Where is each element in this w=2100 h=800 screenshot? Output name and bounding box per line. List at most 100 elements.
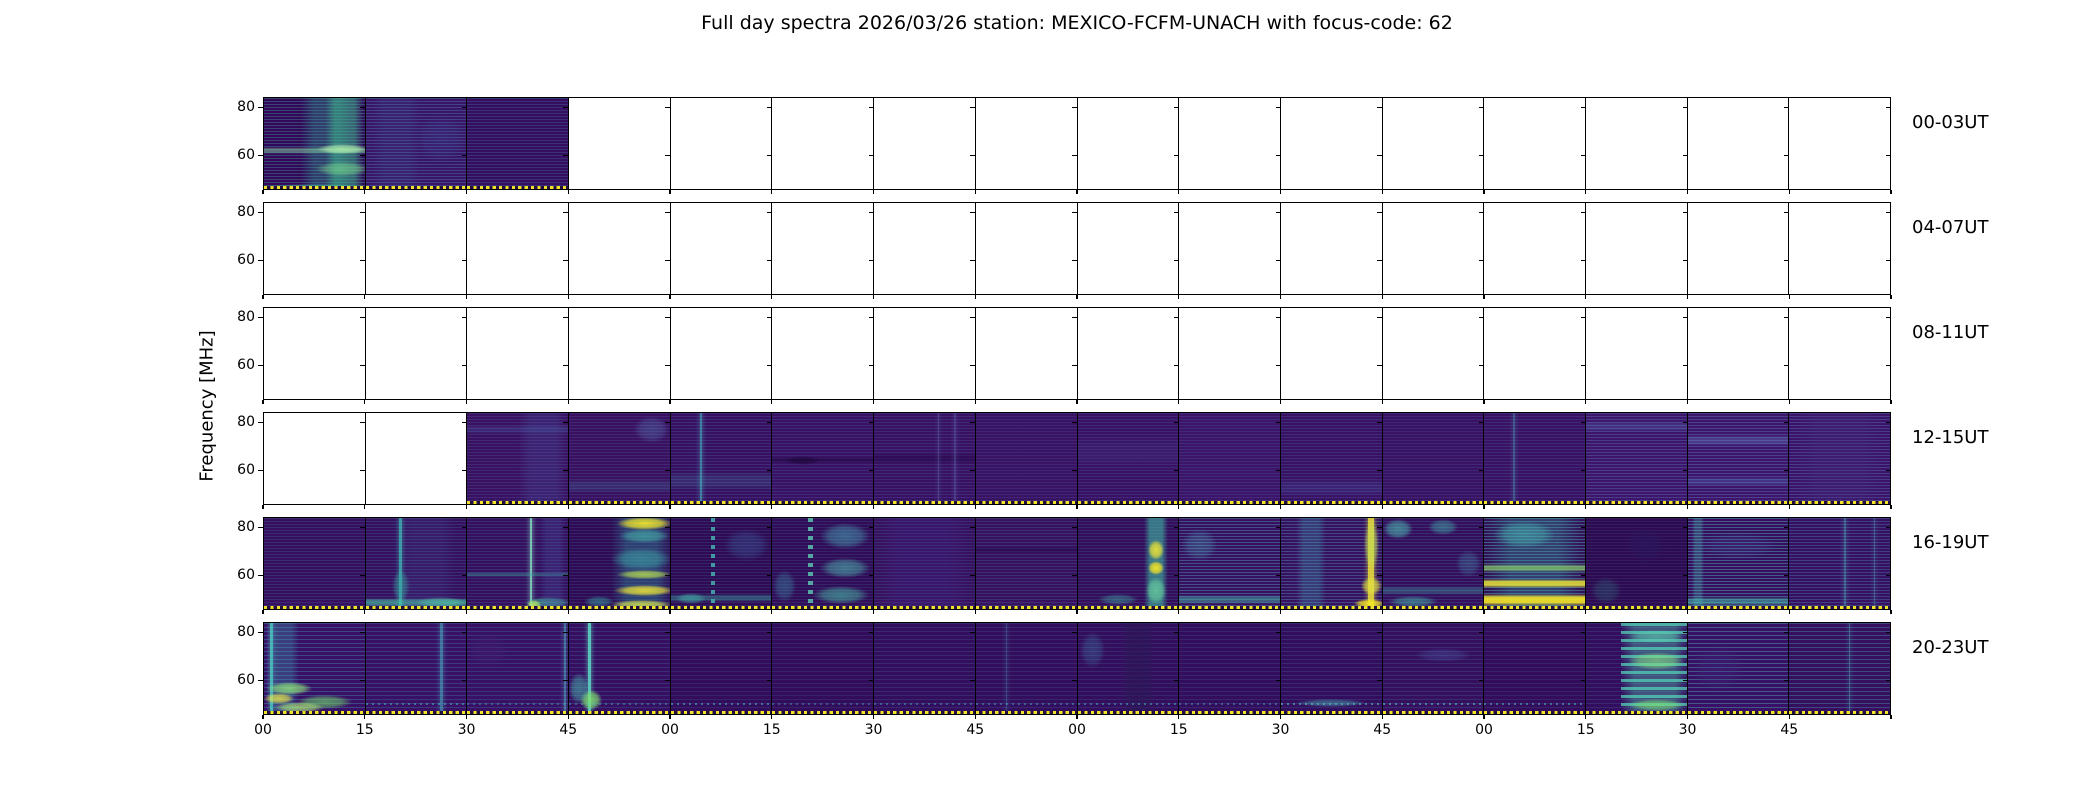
x-axis-tick (1890, 505, 1892, 509)
x-axis-tick (1788, 505, 1790, 509)
y-axis-tick (359, 212, 365, 214)
x-axis-tick (465, 610, 468, 614)
spectrogram-feature-dl (1179, 703, 1280, 706)
x-axis-tick (1686, 505, 1689, 509)
y-axis-tick (1886, 632, 1891, 634)
x-axis-tick (669, 190, 671, 194)
spectrogram-feature-bd (1484, 563, 1585, 573)
y-axis-tick (970, 155, 976, 157)
y-axis-tick (1682, 422, 1688, 424)
spectrogram-feature-vl (564, 623, 567, 714)
y-axis-tick (1682, 317, 1688, 319)
x-axis-tick (872, 505, 875, 509)
x-axis-tick (872, 190, 875, 194)
spectrogram-feature-st (1280, 413, 1382, 504)
y-axis-tick (1479, 632, 1484, 634)
x-tick-label: 45 (966, 722, 985, 738)
x-axis-tick (1585, 400, 1587, 404)
spectrogram-cell (669, 203, 772, 294)
spectrogram-cell (568, 308, 670, 399)
y-axis-tick (868, 155, 874, 157)
spectrogram-cell (873, 308, 975, 399)
y-axis-tick (1173, 365, 1179, 367)
spectrogram-feature-dl (1484, 703, 1585, 706)
y-axis-tick (1275, 260, 1281, 262)
y-axis-tick (1377, 212, 1383, 214)
y-axis-tick (1173, 422, 1179, 424)
spectrogram-cell (974, 203, 1077, 294)
spectrogram-feature-bl (1181, 529, 1217, 562)
spectrogram-feature-st (1077, 518, 1179, 609)
x-axis-tick (364, 190, 366, 194)
spectrogram-cell (974, 623, 1077, 714)
spectrogram-feature-st (1585, 413, 1687, 504)
spectrogram-feature-bl (1147, 539, 1165, 560)
spectrogram-feature-bl (1628, 652, 1685, 671)
y-axis-tick (1479, 680, 1484, 682)
spectrogram-cell (1178, 413, 1280, 504)
y-axis-tick (1479, 575, 1484, 577)
y-axis-tick (258, 632, 263, 634)
spectrogram-feature-st (1382, 413, 1484, 504)
spectrogram-feature-bd (1179, 595, 1280, 605)
spectrogram-feature-st (264, 623, 365, 714)
y-axis-tick (1173, 107, 1179, 109)
y-axis-tick (258, 155, 263, 157)
spectrogram-cell (1483, 518, 1585, 609)
x-axis-tick (1890, 190, 1892, 194)
spectrogram-feature-st (467, 623, 569, 714)
x-tick-label: 00 (254, 722, 272, 738)
spectrogram-feature-bl (723, 529, 769, 562)
spectrogram-feature-bl (619, 529, 670, 544)
spectrogram-feature-st (264, 98, 365, 189)
y-axis-tick (766, 155, 772, 157)
spectrogram-feature-co (370, 98, 422, 189)
y-axis-tick (1784, 575, 1790, 577)
x-axis-tick (1178, 610, 1180, 614)
y-axis-tick (1173, 470, 1179, 472)
spectrogram-feature-vl (529, 518, 532, 609)
x-axis-tick (567, 400, 569, 404)
spectrogram-cell (1584, 203, 1687, 294)
y-axis-tick (563, 422, 569, 424)
y-axis-tick (1580, 422, 1586, 424)
spectrogram-cell (466, 203, 569, 294)
spectrogram-feature-bl (1455, 549, 1481, 578)
y-axis-tick (1682, 155, 1688, 157)
x-axis-tick (1686, 610, 1689, 614)
spectrogram-cell (466, 413, 569, 504)
data-present-marker (975, 605, 1077, 609)
spectrogram-feature-vl (1513, 413, 1516, 504)
spectrogram-cell (1076, 623, 1179, 714)
y-axis-tick (1580, 575, 1586, 577)
y-axis-tick (1580, 470, 1586, 472)
spectrogram-feature-dc (808, 518, 814, 609)
y-axis-tick (1886, 527, 1891, 529)
y-axis-tick (563, 632, 569, 634)
spectrogram-feature-co (1143, 518, 1169, 609)
x-tick-label: 30 (1678, 722, 1697, 738)
y-axis-tick (970, 422, 976, 424)
y-axis-tick (1682, 632, 1688, 634)
spectrogram-feature-vl (699, 413, 702, 504)
spectrogram-feature-bd (670, 472, 772, 491)
data-present-marker (569, 710, 670, 714)
x-tick-label: 00 (661, 722, 679, 738)
spectrogram-cell (364, 98, 467, 189)
data-present-marker (1280, 500, 1382, 504)
spectrogram-feature-vl (399, 518, 403, 609)
y-axis-tick (1886, 107, 1891, 109)
x-axis-tick (465, 400, 468, 404)
spectrogram-feature-st (1484, 518, 1585, 609)
spectrogram-feature-st (1179, 518, 1280, 609)
row-time-label: 20-23UT (1912, 637, 1989, 658)
spectrogram-feature-st (670, 413, 772, 504)
data-present-marker (264, 605, 365, 609)
y-axis-tick (1377, 317, 1383, 319)
y-tick-label: 80 (237, 204, 255, 220)
y-axis-tick (1275, 680, 1281, 682)
spectrogram-cell (771, 623, 874, 714)
y-tick-label: 80 (237, 624, 255, 640)
y-axis-tick (1784, 632, 1790, 634)
y-axis-tick (1479, 470, 1484, 472)
